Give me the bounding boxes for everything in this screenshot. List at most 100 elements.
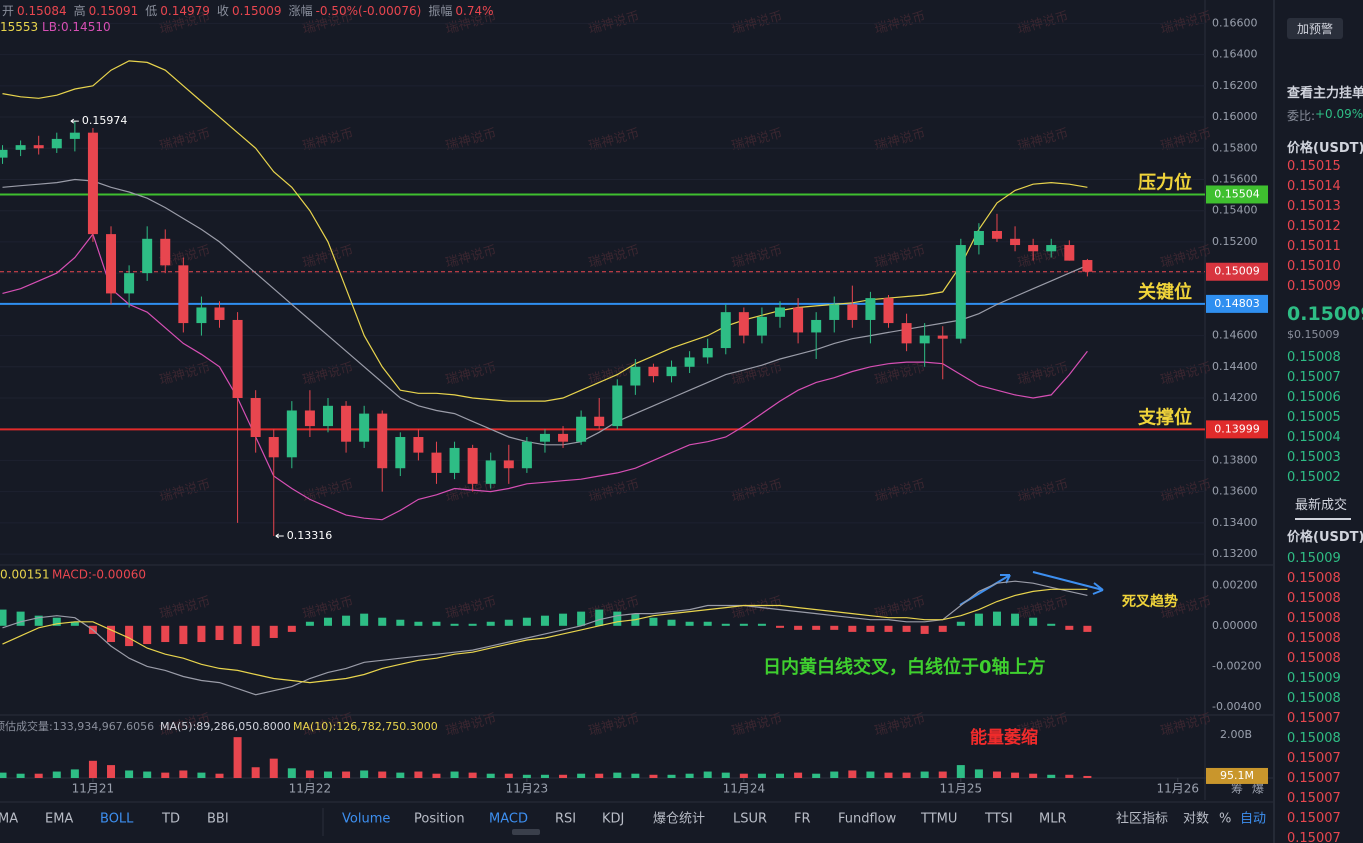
y-tick-label: 0.14200 [1212, 391, 1258, 404]
macd-bar [342, 615, 351, 626]
boll-line [2, 232, 1088, 521]
toolbar-item[interactable]: MACD [489, 812, 528, 827]
candle-body [160, 238, 171, 266]
candle-body [341, 405, 352, 442]
toolbar-item[interactable]: FR [794, 812, 811, 827]
volume-bar [667, 774, 676, 778]
ohlc-value: 0.15009 [231, 4, 282, 18]
volume-bar [1029, 773, 1038, 778]
ohlc-label: 振幅 [428, 4, 453, 18]
volume-bar [70, 769, 79, 778]
toolbar-item[interactable]: MA [0, 812, 18, 827]
toolbar-item[interactable]: Fundflow [838, 812, 897, 827]
low-annotation: 0.13316 [287, 529, 333, 542]
macd-bar [0, 609, 7, 626]
ohlc-label: 低 [145, 4, 158, 18]
volume-bar [1065, 774, 1074, 778]
toolbar-item[interactable]: EMA [45, 812, 73, 827]
toolbar-item[interactable]: LSUR [733, 812, 767, 827]
candle-body [377, 413, 388, 469]
macd-bar [287, 625, 296, 632]
toolbar-item[interactable]: KDJ [602, 812, 624, 827]
candle-body [142, 238, 153, 274]
volume-box [1206, 767, 1268, 784]
annotation-arrow [275, 533, 284, 539]
sidebar-text: +0.09% [1315, 107, 1363, 121]
macd-bar [649, 617, 658, 626]
candle-body [991, 230, 1002, 239]
macd-legend: MACD:-0.00060 [52, 568, 146, 582]
volume-bar [902, 772, 911, 778]
macd-bar [956, 621, 965, 626]
candle-body [901, 323, 912, 344]
volume-bar [305, 770, 314, 778]
y-tick-label: 0.16000 [1212, 110, 1258, 123]
volume-bar [414, 771, 423, 778]
current-price-box [1206, 262, 1268, 281]
toolbar-item[interactable]: TD [161, 812, 180, 827]
volume-bar [396, 772, 405, 778]
macd-bar [1029, 617, 1038, 626]
toolbar-item[interactable]: 社区指标 [1116, 811, 1168, 827]
toolbar-item[interactable]: MLR [1039, 812, 1067, 827]
sidebar-text: 0.15009 [1287, 303, 1363, 325]
candle-body [214, 307, 225, 320]
macd-bar [1065, 625, 1074, 630]
toolbar-item[interactable]: BBI [207, 812, 229, 827]
macd-bar [776, 625, 785, 628]
x-tick-label: 11月23 [506, 782, 549, 796]
volume-bar [504, 773, 513, 778]
macd-bar [251, 625, 260, 647]
level-name: 压力位 [1138, 171, 1192, 193]
macd-bar [432, 621, 441, 626]
toolbar-item[interactable]: Position [414, 812, 465, 827]
macd-line [2, 588, 1088, 684]
candle-body [829, 304, 840, 320]
volume-bar [685, 773, 694, 778]
toolbar-item[interactable]: 爆仓统计 [653, 812, 705, 827]
sidebar-text: 0.15014 [1287, 179, 1341, 194]
macd-tick-label: -0.00200 [1212, 659, 1261, 672]
level-box [1206, 420, 1268, 439]
candle-body [124, 273, 135, 294]
candle-body [15, 145, 26, 150]
volume-bar [522, 774, 531, 778]
candle-body [521, 441, 532, 469]
y-tick-label: 0.13600 [1212, 485, 1258, 498]
candle-body [1064, 245, 1075, 261]
candle-body [485, 460, 496, 484]
toolbar-item[interactable]: RSI [555, 812, 576, 827]
volume-bar [559, 774, 568, 778]
toolbar-item[interactable]: 自动 [1240, 812, 1266, 827]
macd-bar [414, 621, 423, 626]
macd-bar [884, 625, 893, 632]
sidebar-text: 0.15004 [1287, 430, 1341, 445]
sidebar-text: 委比: [1287, 109, 1316, 123]
y-tick-label: 0.14400 [1212, 360, 1258, 373]
volume-bar [486, 773, 495, 778]
toolbar-item[interactable]: 对数 [1183, 812, 1209, 827]
toolbar-item[interactable]: Volume [342, 812, 390, 827]
y-tick-label: 0.14600 [1212, 329, 1258, 342]
toolbar-item[interactable]: TTMU [920, 812, 957, 827]
toolbar-item[interactable]: TTSI [984, 812, 1013, 827]
sidebar-text: 最新成交 [1295, 498, 1348, 513]
volume-bar [233, 737, 242, 778]
toolbar-item[interactable]: % [1219, 812, 1231, 827]
candle-body [702, 348, 713, 358]
ohlc-value: 0.15084 [17, 4, 67, 18]
volume-last-label: 95.1M [1220, 769, 1254, 782]
toolbar-item[interactable]: BOLL [100, 812, 134, 827]
candle-body [196, 307, 207, 324]
candle-body [684, 357, 695, 367]
macd-bar [812, 625, 821, 630]
alert-button[interactable]: 加预警 [1287, 18, 1344, 39]
macd-bar [540, 615, 549, 626]
arrow [1032, 571, 1104, 595]
sidebar-text: 0.15015 [1287, 159, 1341, 174]
volume-bar [1083, 775, 1092, 778]
candle-body [576, 416, 587, 442]
candle-body [51, 138, 62, 149]
sidebar-text: 0.15007 [1287, 711, 1341, 726]
volume-bar [287, 768, 296, 778]
